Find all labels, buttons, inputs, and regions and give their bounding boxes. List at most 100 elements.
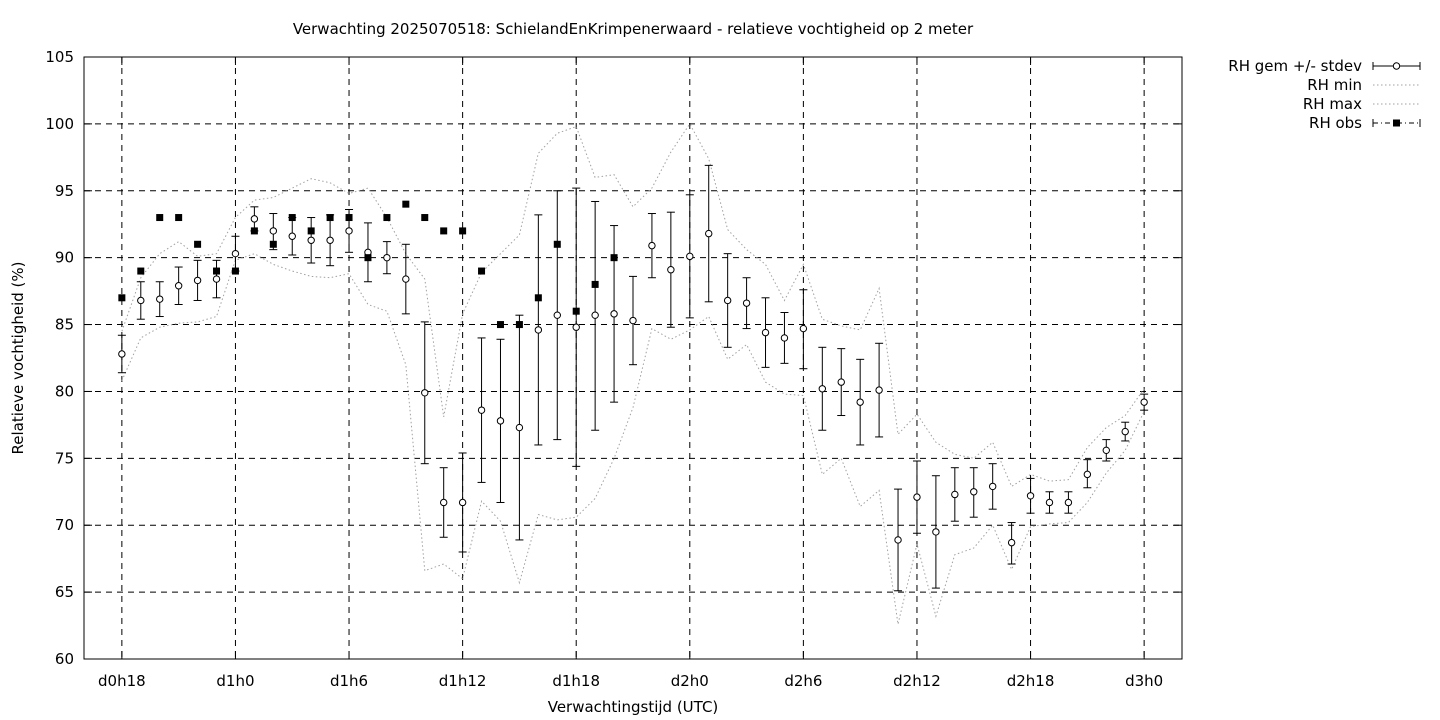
mean-marker-25	[591, 311, 599, 319]
mean-marker-11	[326, 236, 334, 244]
mean-marker-49	[1045, 498, 1054, 507]
y-tick-label-3: 75	[55, 449, 74, 467]
errorbar-point-52	[1102, 439, 1111, 462]
errorbar-point-19	[477, 337, 486, 483]
grid-layer	[84, 57, 1182, 659]
y-tick-label-9: 105	[45, 48, 74, 66]
chart-title: Verwachting 2025070518: SchielandEnKrimp…	[293, 20, 974, 38]
mean-marker-20	[496, 417, 505, 425]
legend-label-1: RH min	[1307, 76, 1362, 94]
mean-marker-48	[1026, 492, 1035, 500]
mean-marker-51	[1083, 470, 1092, 479]
x-tick-label-3: d1h12	[439, 672, 487, 690]
mean-marker-0	[118, 350, 126, 358]
mean-marker-2	[156, 295, 164, 303]
mean-marker-54	[1140, 398, 1148, 406]
mean-marker-12	[345, 227, 353, 235]
y-tick-label-2: 70	[55, 516, 74, 534]
x-tick-label-5: d2h0	[671, 672, 709, 690]
errorbar-point-54	[1140, 393, 1149, 411]
errorbar-point-49	[1045, 491, 1054, 514]
y-axis-label: Relatieve vochtigheid (%)	[9, 261, 27, 454]
obs-marker-14	[383, 214, 391, 222]
y-tick-label-6: 90	[55, 249, 74, 267]
errorbar-point-36	[799, 289, 808, 370]
obs-marker-8	[269, 240, 277, 248]
obs-marker-15	[402, 200, 410, 208]
x-tick-label-1: d1h0	[216, 672, 254, 690]
errorbar-point-0	[117, 334, 126, 374]
mean-marker-4	[193, 276, 202, 285]
mean-marker-7	[250, 215, 259, 223]
errorbar-point-38	[837, 348, 846, 417]
mean-marker-52	[1102, 446, 1110, 455]
mean-marker-42	[913, 493, 921, 501]
mean-marker-1	[137, 296, 145, 305]
obs-marker-25	[591, 280, 599, 288]
mean-marker-8	[269, 227, 278, 235]
mean-marker-27	[629, 316, 637, 325]
obs-marker-9	[288, 214, 296, 222]
errorbar-point-7	[250, 206, 259, 232]
obs-marker-11	[326, 214, 334, 222]
mean-marker-10	[307, 236, 315, 244]
errorbar-point-37	[818, 346, 827, 431]
errorbar-point-2	[155, 281, 164, 318]
errorbar-point-5	[212, 259, 221, 299]
plot-frame	[83, 56, 1183, 660]
errorbar-point-31	[704, 164, 713, 303]
mean-marker-35	[780, 334, 789, 342]
mean-marker-47	[1007, 538, 1016, 547]
mean-marker-5	[212, 275, 221, 283]
errorbar-point-23	[553, 190, 562, 441]
mean-marker-33	[742, 299, 751, 307]
y-tick-label-4: 80	[55, 382, 74, 400]
mean-marker-28	[648, 241, 656, 250]
mean-marker-31	[705, 229, 713, 238]
mean-marker-29	[667, 266, 675, 274]
mean-marker-50	[1064, 498, 1073, 507]
mean-marker-30	[686, 252, 694, 261]
obs-marker-26	[610, 254, 618, 262]
x-tick-label-4: d1h18	[552, 672, 600, 690]
mean-marker-6	[231, 249, 240, 258]
obs-marker-19	[478, 267, 486, 275]
obs-marker-3	[175, 214, 183, 222]
obs-marker-2	[156, 214, 164, 222]
mean-marker-21	[515, 423, 524, 432]
errorbar-point-32	[723, 253, 732, 348]
errorbar-point-17	[439, 467, 448, 538]
mean-marker-17	[439, 498, 448, 507]
errorbar-point-51	[1083, 459, 1092, 489]
errorbar-point-47	[1007, 522, 1016, 565]
errorbar-point-27	[629, 275, 637, 366]
mean-marker-45	[970, 488, 978, 496]
y-tick-label-5: 85	[55, 316, 74, 334]
mean-marker-16	[421, 389, 429, 397]
series-line-rh-min	[121, 253, 1145, 625]
errorbar-point-29	[666, 211, 675, 328]
x-tick-label-0: d0h18	[98, 672, 146, 690]
errorbar-point-11	[326, 214, 335, 267]
obs-marker-20	[496, 321, 504, 329]
errorbar-layer	[117, 164, 1149, 592]
legend-sample-marker-0	[1392, 62, 1401, 70]
obs-marker-22	[534, 294, 542, 302]
x-tick-label-9: d3h0	[1125, 672, 1163, 690]
errorbar-point-13	[363, 222, 372, 283]
errorbar-point-33	[742, 277, 751, 330]
obs-marker-4	[194, 240, 202, 248]
mean-marker-44	[951, 490, 959, 499]
mean-marker-37	[818, 385, 827, 393]
legend-label-2: RH max	[1303, 95, 1362, 113]
obs-marker-24	[572, 307, 580, 315]
errorbar-point-53	[1121, 421, 1130, 442]
errorbar-point-28	[647, 213, 656, 279]
errorbar-point-48	[1026, 477, 1035, 514]
mean-marker-41	[894, 536, 902, 544]
obs-marker-13	[364, 254, 372, 262]
errorbar-point-50	[1064, 491, 1073, 514]
errorbar-point-24	[572, 187, 581, 467]
